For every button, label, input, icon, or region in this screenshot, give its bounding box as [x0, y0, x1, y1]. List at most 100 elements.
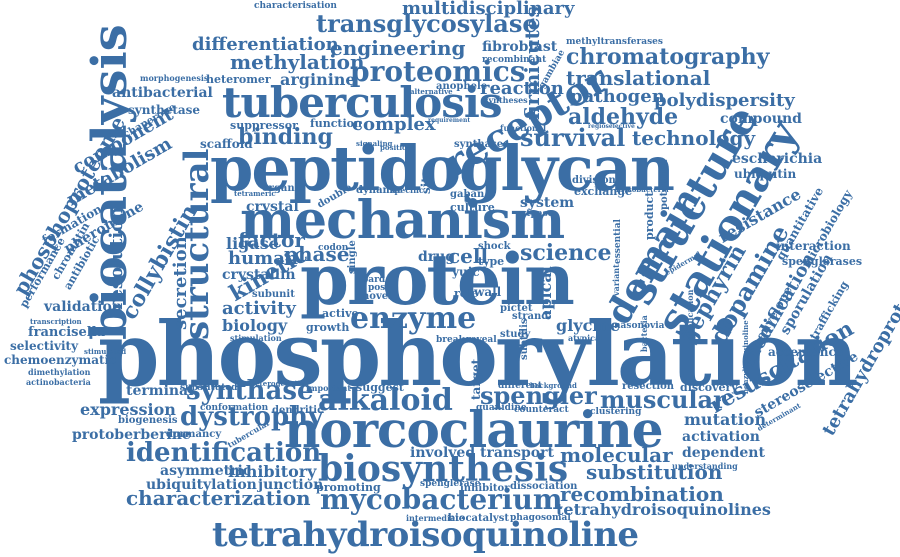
word-heterogeneity: heterogeneity: [250, 379, 305, 388]
word-chromatography: chromatography: [566, 44, 770, 70]
word-promoting: promoting: [316, 481, 381, 494]
word-tuberculosis: tuberculosis: [222, 78, 502, 127]
word-science: science: [520, 240, 612, 266]
word-role: role: [454, 287, 479, 300]
word-reveal: reveal: [466, 335, 497, 345]
word-enzyme: enzyme: [350, 301, 477, 336]
word-substitution: substitution: [586, 460, 723, 484]
word-synthase: synthase: [186, 376, 314, 406]
word-spenglerase: spenglerase: [420, 479, 481, 489]
word-division: division: [572, 175, 616, 186]
word-gtpase: gtpase: [520, 209, 554, 219]
word-glycine: glycine: [556, 316, 621, 335]
word-variant: variant: [611, 264, 621, 296]
word-suppressor: suppressor: [230, 119, 298, 132]
word-fibroblast: fibroblast: [482, 39, 558, 55]
word-wall: wall: [474, 285, 502, 299]
word-application: application: [685, 289, 695, 340]
word-binding: binding: [238, 124, 333, 150]
word-characterisation: characterisation: [254, 1, 337, 11]
word-reaction: reaction: [480, 78, 564, 99]
word-norcoclaurine: norcoclaurine: [284, 400, 664, 459]
word-dimethylation: dimethylation: [28, 367, 91, 377]
word-essential: essential: [613, 219, 623, 264]
word-culture: culture: [450, 201, 495, 214]
word-transport: transport: [480, 445, 554, 461]
word-resection: resection: [622, 381, 675, 392]
word-transcription: transcription: [30, 317, 82, 326]
word-selectivity: selectivity: [10, 339, 79, 353]
word-biocatalyst: biocatalyst: [448, 513, 509, 524]
word-alkaloid: alkaloid: [318, 383, 453, 418]
word-dependent: dependent: [682, 445, 765, 461]
word-dormancy: dormancy: [166, 429, 222, 440]
word-cell: cell: [448, 244, 489, 268]
word-function: function: [310, 117, 363, 130]
word-subtilis: subtilis: [519, 318, 530, 360]
word-multidisciplinary: multidisciplinary: [402, 0, 575, 19]
word-pathogen: pathogen: [570, 86, 665, 107]
word-position: position: [380, 143, 412, 152]
word-spenglerases: spenglerases: [782, 255, 863, 268]
word-background: background: [530, 381, 577, 390]
word-aldehyde: aldehyde: [568, 104, 679, 130]
word-gaban: gaban: [450, 189, 485, 200]
word-polydispersity: polydispersity: [654, 90, 795, 111]
word-clustering: clustering: [590, 407, 642, 417]
word-syntheses: syntheses: [484, 95, 528, 105]
word-molecular: molecular: [560, 443, 673, 467]
word-product: product: [643, 191, 656, 240]
word-differentiation: differentiation: [192, 34, 339, 55]
word-crystallin: crystallin: [222, 267, 296, 283]
word-substituted: substituted: [180, 383, 238, 393]
word-spengler: spengler: [480, 381, 597, 410]
word-bacteria: bacteria: [639, 315, 649, 352]
word-recombinant: recombinant: [482, 55, 547, 65]
word-dynamic: dynamic: [356, 185, 404, 196]
word-protoberberine: protoberberine: [72, 427, 191, 443]
word-mutation: mutation: [684, 410, 767, 429]
word-break: break: [436, 335, 465, 345]
word-proteomics: proteomics: [350, 55, 526, 88]
word-phosphorylation: phosphorylation: [98, 302, 859, 406]
word-technology: technology: [632, 126, 756, 150]
word-biogenesis: biogenesis: [118, 415, 178, 426]
word-codon: codon: [318, 243, 349, 253]
word-antibacterial: antibacterial: [112, 85, 213, 101]
word-junction: junction: [258, 477, 324, 493]
word-translational: translational: [566, 66, 711, 90]
word-muscular: muscular: [600, 385, 726, 414]
word-stimulated: stimulated: [84, 347, 127, 356]
word-guanidine: guanidine: [476, 403, 527, 413]
word-ubiquitin: ubiquitin: [734, 167, 797, 181]
word-transglycosylase: transglycosylase: [316, 9, 538, 38]
word-tetrahydroisoquinolines: tetrahydroisoquinolines: [556, 500, 771, 519]
word-inhibitor: inhibitor: [460, 483, 510, 494]
word-single: single: [347, 240, 358, 274]
word-synthases: synthases: [454, 139, 509, 150]
word-subunit: subunit: [252, 289, 295, 300]
word-mechanism: mechanism: [240, 190, 565, 251]
word-validation: validation: [44, 299, 123, 315]
word-factor: factor: [238, 228, 305, 252]
word-heteromer: heteromer: [206, 73, 271, 86]
word-francisella: francisella: [28, 325, 106, 340]
word-understanding: understanding: [672, 461, 738, 471]
word-biosynthesis: biosynthesis: [318, 448, 569, 490]
word-survival: survival: [520, 123, 626, 152]
word-strand: strand: [512, 311, 549, 322]
word-study: study: [500, 329, 531, 340]
word-active: active: [322, 307, 359, 320]
word-shock: shock: [478, 241, 511, 252]
word-yuic: yuic: [452, 265, 480, 279]
word-dendritic: dendritic: [272, 405, 324, 416]
word-scaffold: scaffold: [200, 137, 253, 151]
word-secretion: secretion: [170, 236, 191, 330]
word-specific: specific: [390, 185, 424, 195]
word-mycobacteria: mycobacteria: [616, 185, 669, 194]
word-complex: complex: [352, 114, 436, 135]
word-ubiquitylation: ubiquitylation: [146, 477, 257, 493]
word-counteract: counteract: [514, 405, 569, 415]
word-target: target: [469, 358, 483, 400]
word-tetrahydroisoquinoline: tetrahydroisoquinoline: [212, 515, 639, 555]
